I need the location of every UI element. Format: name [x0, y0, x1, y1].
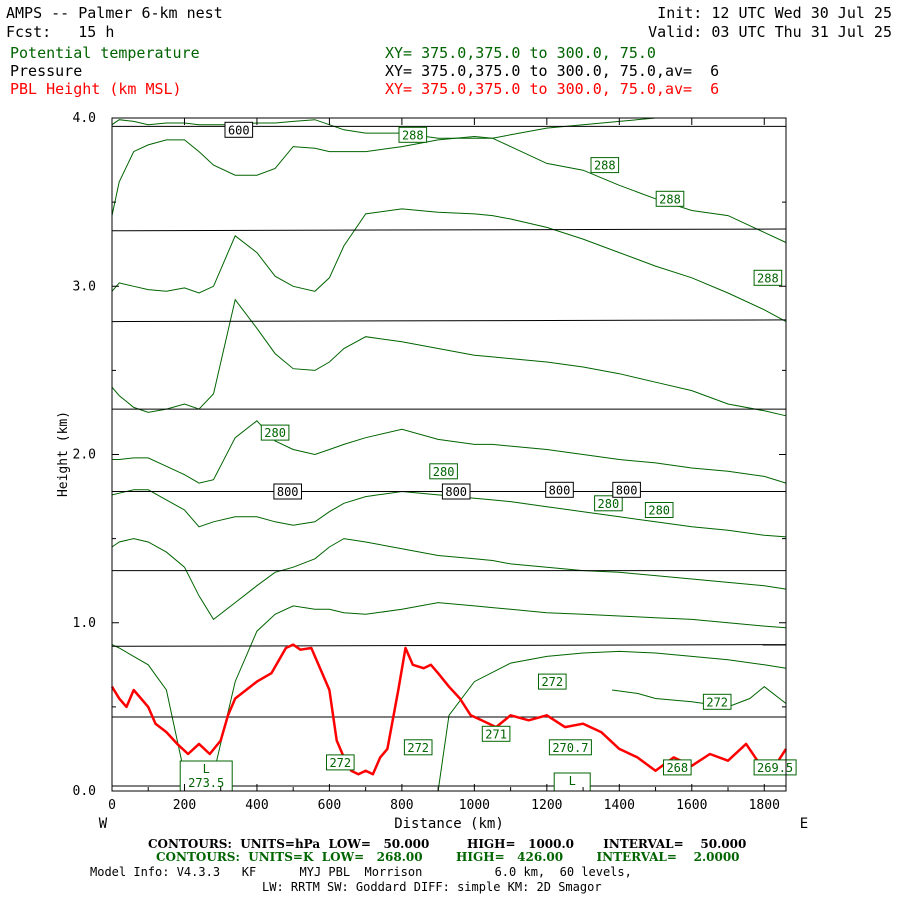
theta-contour-label: 288 [402, 128, 424, 142]
theta-contour-line [111, 538, 787, 621]
theta-contour-label-box [594, 495, 623, 512]
legend-pressure-label: Pressure [10, 62, 83, 80]
theta-contour-label: 269.5 [757, 761, 793, 775]
theta-contour-label: 268 [666, 761, 688, 775]
valid-time: Valid: 03 UTC Thu 31 Jul 25 [648, 23, 892, 41]
legend-pbl-label: PBL Height (km MSL) [10, 80, 182, 98]
low-marker: L [569, 774, 576, 788]
footer-theta-contours: CONTOURS: UNITS=K LOW= 268.00 HIGH= 426.… [156, 850, 740, 864]
x-tick-label: 200 [173, 798, 196, 813]
y-tick-label: 1.0 [73, 616, 96, 631]
theta-contour-label-box [655, 190, 685, 207]
theta-contour-label: 272 [407, 741, 429, 755]
east-end-label: E [800, 816, 808, 832]
theta-contour-line [111, 489, 787, 538]
pressure-contour-650 [111, 228, 787, 232]
theta-contour-label-box [644, 502, 674, 518]
pressure-contour-label-box [441, 483, 471, 500]
x-tick-label: 1000 [459, 798, 490, 813]
y-tick-label: 3.0 [73, 279, 96, 294]
x-tick-label: 600 [318, 798, 341, 813]
theta-contour-line [111, 298, 787, 417]
low-marker-box [179, 760, 233, 792]
theta-contour-label-box [548, 739, 592, 756]
theta-contours [111, 117, 787, 792]
theta-contour-line [111, 135, 787, 243]
x-tick-label: 0 [108, 798, 116, 813]
theta-contour-label: 288 [594, 159, 616, 173]
forecast-hour: Fcst: 15 h [6, 23, 115, 41]
theta-contour-label-box [326, 754, 355, 771]
theta-contour-label-box [753, 269, 783, 286]
theta-contour-label-box [398, 126, 428, 143]
low-marker: L [203, 762, 210, 776]
pressure-contour-label: 800 [277, 485, 299, 499]
footer-physics-info: LW: RRTM SW: Goddard DIFF: simple KM: 2D… [262, 880, 602, 894]
theta-contour-label: 288 [659, 192, 681, 206]
theta-contour-label: 288 [757, 271, 779, 285]
theta-contour-label: 272 [706, 695, 728, 709]
theta-contour-label-box [403, 739, 433, 756]
theta-contour-label: 280 [648, 504, 670, 518]
theta-contour-label: 272 [541, 675, 563, 689]
pbl-height-line [110, 643, 788, 776]
legend-theta-label: Potential temperature [10, 44, 200, 62]
contour-labels: 288 288 288 288 280 280 280 280 272 272 272 271 270.… [179, 121, 797, 792]
theta-contour-label: 280 [598, 497, 620, 511]
pressure-contour-700 [111, 319, 787, 323]
theta-contour-label-box [663, 759, 692, 776]
y-axis-title: Height (km) [56, 411, 71, 497]
theta-contour-label-box [429, 463, 458, 480]
legend-pbl-xy: XY= 375.0,375.0 to 300.0, 75.0,av= 6 [385, 80, 720, 98]
theta-contour-label-box [260, 424, 290, 441]
pressure-contour-label: 800 [445, 485, 467, 499]
theta-contour-line [437, 650, 787, 792]
pressure-contour-label-box [612, 481, 641, 498]
theta-contour-line [612, 686, 787, 708]
x-tick-label: 1400 [604, 798, 635, 813]
theta-contour-line [111, 117, 786, 139]
y-tick-label: 2.0 [73, 448, 96, 463]
theta-contour-label: 280 [264, 426, 286, 440]
theta-contour-label-box [481, 725, 511, 742]
theta-contour-line [111, 602, 787, 784]
pressure-contour-label: 600 [228, 123, 250, 137]
x-tick-label: 800 [390, 798, 413, 813]
x-tick-label: 1200 [531, 798, 562, 813]
legend-theta-xy: XY= 375.0,375.0 to 300.0, 75.0 [385, 44, 656, 62]
chart-title: AMPS -- Palmer 6-km nest [6, 4, 223, 22]
pressure-contour-label: 800 [616, 483, 638, 497]
pressure-contour-label-box [273, 483, 302, 500]
theta-contour-label-box [538, 673, 567, 690]
theta-contour-label-box [590, 157, 620, 174]
theta-contour-label-box [702, 693, 732, 710]
pressure-contour-label-box [545, 481, 574, 498]
low-marker-value: 273.5 [188, 776, 224, 790]
theta-contour-line [112, 420, 787, 484]
pbl-height-series [110, 643, 788, 776]
theta-contour-label: 270.7 [552, 741, 588, 755]
axes: 0 200 400 600 800 1000 1200 1400 1600 1800 0.0 1.0 2… [73, 111, 786, 813]
pressure-contour-label: 800 [549, 483, 571, 497]
theta-contour-label: 272 [329, 756, 351, 770]
x-tick-label: 1600 [676, 798, 707, 813]
y-tick-label: 4.0 [73, 111, 96, 126]
theta-contour-line [111, 208, 787, 323]
footer-pressure-contours: CONTOURS: UNITS=hPa LOW= 50.000 HIGH= 10… [148, 837, 747, 851]
init-time: Init: 12 UTC Wed 30 Jul 25 [657, 4, 892, 22]
plot-frame [111, 117, 787, 792]
x-tick-label: 400 [245, 798, 268, 813]
pressure-contour-label-box [224, 121, 254, 138]
theta-contour-label: 280 [433, 465, 455, 479]
x-axis-title: Distance (km) [394, 816, 504, 832]
west-end-label: W [99, 816, 108, 832]
x-tick-label: 1800 [749, 798, 780, 813]
pressure-contour-900 [111, 644, 787, 647]
footer-model-info: Model Info: V4.3.3 KF MYJ PBL Morrison 6… [90, 865, 632, 879]
y-tick-label: 0.0 [73, 784, 96, 799]
legend-pressure-xy: XY= 375.0,375.0 to 300.0, 75.0,av= 6 [385, 62, 720, 80]
theta-contour-label: 271 [485, 727, 507, 741]
